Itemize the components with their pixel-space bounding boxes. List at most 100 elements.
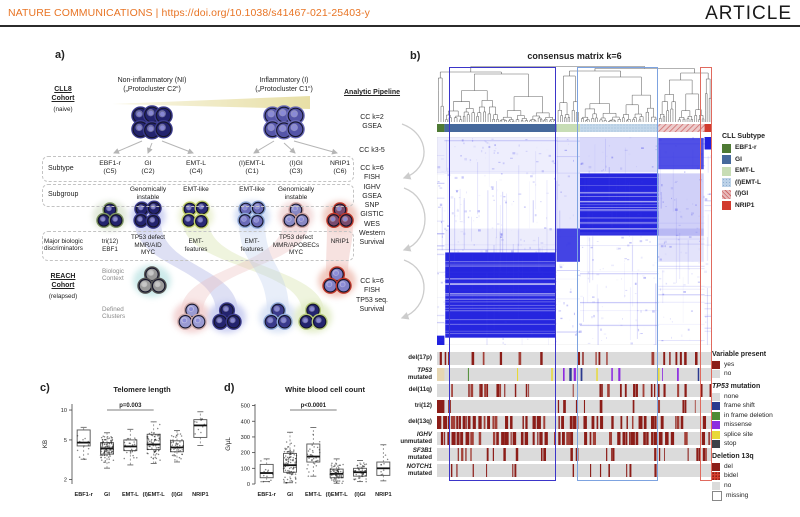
legend-label: missing (726, 492, 749, 500)
svg-text:EMT-L: EMT-L (305, 492, 322, 498)
annotation-track-label: del(17p) (408, 354, 432, 362)
cell-cluster (173, 300, 211, 334)
cell-cluster (133, 264, 171, 298)
cluster-highlight-box (699, 67, 712, 481)
legend-item: EMT-L (722, 166, 765, 176)
subtype-name: GI (C2) (141, 160, 155, 175)
panel-d-label: d) (224, 382, 235, 394)
legend-swatch (712, 421, 720, 429)
svg-text:0: 0 (247, 482, 250, 488)
legend-swatch (712, 491, 722, 501)
legend-label: (I)EMT-L (735, 178, 762, 186)
legend-label: NRIP1 (735, 201, 755, 209)
legend-label: del (724, 462, 733, 470)
legend-item: NRIP1 (722, 201, 765, 210)
legend-swatch (722, 189, 731, 199)
svg-text:400: 400 (241, 419, 250, 425)
discriminator-label: TP53 defect MMR/APOBECs MYC (272, 234, 320, 257)
pipeline-arrow (401, 123, 425, 180)
legend-item: missing (712, 491, 800, 501)
subgroup-label: Genomically instable (129, 186, 167, 201)
pipeline-arrow (400, 259, 425, 320)
legend-item: bidel (712, 472, 800, 480)
legend-item: no (712, 370, 800, 378)
branch-inflammatory: Inflammatory (I) („Protocluster C1“) (255, 77, 313, 94)
legend-item: (I)GI (722, 189, 765, 199)
legend-item: (I)EMT-L (722, 178, 765, 187)
legend-item: yes (712, 360, 800, 369)
svg-text:NRIP1: NRIP1 (375, 492, 391, 498)
annotation-track-label: IGHV unmutated (400, 430, 432, 445)
discriminators-row-label: Major biologic discriminators (44, 238, 83, 253)
cell-cluster (131, 105, 173, 140)
legend-item: missense (712, 421, 800, 429)
subtype-name: NRIP1 (C6) (329, 160, 351, 175)
subtype-name: EBF1-r (C5) (99, 160, 121, 175)
subgroup-row-label: Subgroup (48, 191, 79, 198)
svg-text:5: 5 (64, 438, 67, 444)
legend-swatch (722, 155, 731, 164)
discriminator-label: tri(12) EBF1 (101, 238, 119, 253)
legend-swatch (712, 472, 720, 480)
legend-label: yes (724, 360, 735, 368)
legend-label: (I)GI (735, 190, 749, 198)
subgroup-label: Genomically instable (277, 186, 315, 201)
legend-label: no (724, 481, 732, 489)
legend-section-title: Variable present (712, 351, 767, 358)
svg-text:NRIP1: NRIP1 (192, 492, 208, 498)
svg-text:(I)EMT-L: (I)EMT-L (143, 492, 166, 498)
annotation-track-label: del(13q) (408, 418, 432, 426)
legend-swatch (722, 178, 731, 187)
svg-text:Telomere length: Telomere length (113, 385, 171, 394)
legend-label: EBF1-r (735, 144, 757, 152)
biologic-context-label: Biologic Context (102, 268, 125, 283)
legend-swatch (712, 402, 720, 410)
cluster-highlight-box (449, 67, 557, 481)
legend-item: in frame deletion (712, 411, 800, 420)
doi-link[interactable]: | https://doi.org/10.1038/s41467-021-254… (155, 7, 371, 19)
svg-text:10: 10 (61, 408, 67, 414)
legend-swatch (712, 430, 720, 439)
subgroup-label: EMT-like (239, 186, 265, 193)
legend-swatch (712, 360, 720, 369)
subtype-name: (I)GI (C3) (289, 160, 303, 175)
cell-cluster (208, 300, 246, 334)
cell-cluster (259, 300, 297, 334)
pipeline-step-1: CC k=2 GSEA (360, 114, 384, 131)
panel-b-label: b) (410, 50, 421, 62)
subtype-name: EMT-L (C4) (185, 160, 206, 175)
pipeline-header: Analytic Pipeline (343, 89, 401, 96)
svg-text:p=0.003: p=0.003 (119, 403, 142, 409)
journal-header: NATURE COMMUNICATIONS | https://doi.org/… (8, 7, 370, 19)
legend-label: EMT-L (735, 167, 755, 175)
pipeline-step-4: CC k=6 FISH TP53 seq. Survival (356, 278, 388, 313)
legend-label: frame shift (724, 402, 755, 410)
discriminators-row-box (42, 231, 354, 261)
discriminator-label: NRIP1 (330, 238, 350, 245)
legend-label: GI (735, 155, 742, 163)
legend-swatch (712, 392, 720, 401)
svg-text:KB: KB (42, 440, 49, 448)
legend-swatch (712, 440, 720, 448)
branch-non-inflammatory: Non-inflammatory (NI) („Protocluster C2“… (117, 77, 187, 94)
defined-clusters-label: Defined Clusters (102, 306, 126, 321)
legend-label: none (724, 392, 739, 400)
pipeline-step-3: CC k=6 FISH IGHV GSEA SNP GISTIC WES Wes… (359, 165, 385, 247)
legend-item: EBF1-r (722, 143, 765, 153)
svg-text:EBF1-r: EBF1-r (74, 492, 93, 498)
legend-section-title: Deletion 13q (712, 453, 754, 460)
subgroup-label: EMT-like (183, 186, 209, 193)
legend-label: stop (724, 440, 737, 448)
legend-label: splice site (724, 430, 753, 438)
annotation-track-label: TP53 mutated (407, 366, 432, 381)
annotation-track-label: del(11q) (408, 386, 432, 394)
svg-text:(I)EMT-L: (I)EMT-L (326, 492, 349, 498)
svg-text:500: 500 (241, 404, 250, 410)
cohort-relapsed-name: REACH Cohort (50, 273, 76, 290)
cll-subtype-legend-title: CLL Subtype (722, 133, 766, 140)
track-legends: Variable present yes no TP53 mutation none fr… (712, 350, 800, 501)
legend-swatch (712, 481, 720, 490)
header-rule (0, 25, 800, 27)
journal-name: NATURE COMMUNICATIONS (8, 7, 153, 19)
